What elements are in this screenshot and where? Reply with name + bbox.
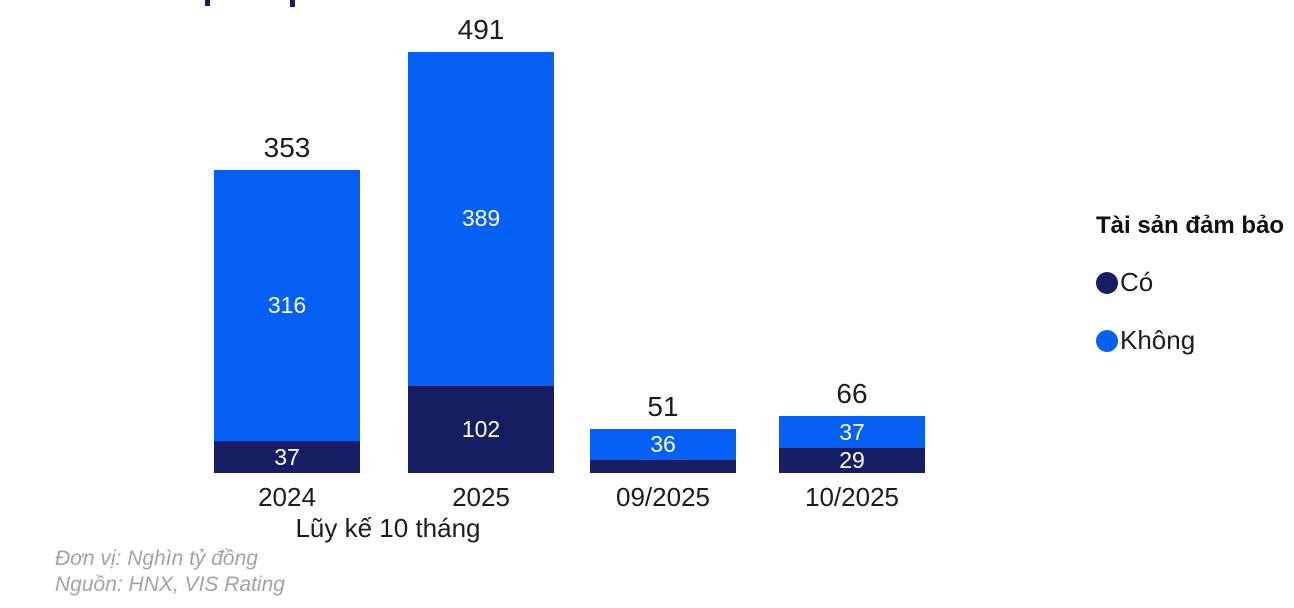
bar-total-label: 51 [647,391,679,423]
bar-segment-khong: 37 [779,416,925,449]
legend-item-khong: Không [1096,325,1284,356]
segment-value-label: 102 [461,415,501,442]
bar-09/2025: 51 36 [590,391,736,473]
x-axis-label-10/2025: 10/2025 [805,482,899,512]
bar-segment-khong: 389 [408,52,554,386]
bar-segment-co: 37 [214,441,360,473]
x-axis-label-2025: 2025 [452,482,510,512]
x-axis-group-label: Lũy kế 10 tháng [295,513,481,543]
bar-total-label: 491 [457,14,505,45]
bar-segment-co: 102 [408,385,554,473]
legend-dot-co-icon [1096,271,1118,294]
cropped-title-descender [205,0,210,6]
legend: Tài sản đảm bảo Có Không [1096,212,1284,356]
bar-segment-khong: 316 [214,170,360,442]
segment-value-label: 389 [461,205,501,232]
bar-2024: 353 316 37 [214,132,360,473]
bar-total-label: 353 [263,132,311,164]
bar-segment-co [590,460,736,473]
bar-10/2025: 66 37 29 [779,378,925,473]
bar-2025: 491 389 102 [408,14,554,473]
segment-value-label: 36 [650,431,676,458]
footnotes: Đơn vị: Nghìn tỷ đồng Nguồn: HNX, VIS Ra… [55,546,285,598]
unit-note: Đơn vị: Nghìn tỷ đồng [55,547,258,570]
segment-value-label: 37 [274,443,300,470]
legend-item-label: Có [1120,267,1154,297]
bar-segment-khong: 36 [590,429,736,461]
bar-total-label: 66 [836,378,868,410]
segment-value-label: 316 [267,292,307,319]
bar-segment-co: 29 [779,448,925,473]
legend-item-label: Không [1120,325,1196,355]
x-axis-label-09/2025: 09/2025 [616,482,710,512]
cropped-title-descender [290,0,295,7]
source-note: Nguồn: HNX, VIS Rating [55,573,285,596]
segment-value-label: 37 [839,418,865,445]
legend-dot-khong-icon [1096,329,1118,352]
segment-value-label: 29 [839,447,865,474]
legend-item-co: Có [1096,267,1284,298]
legend-title: Tài sản đảm bảo [1096,212,1285,239]
x-axis-label-2024: 2024 [258,482,316,512]
